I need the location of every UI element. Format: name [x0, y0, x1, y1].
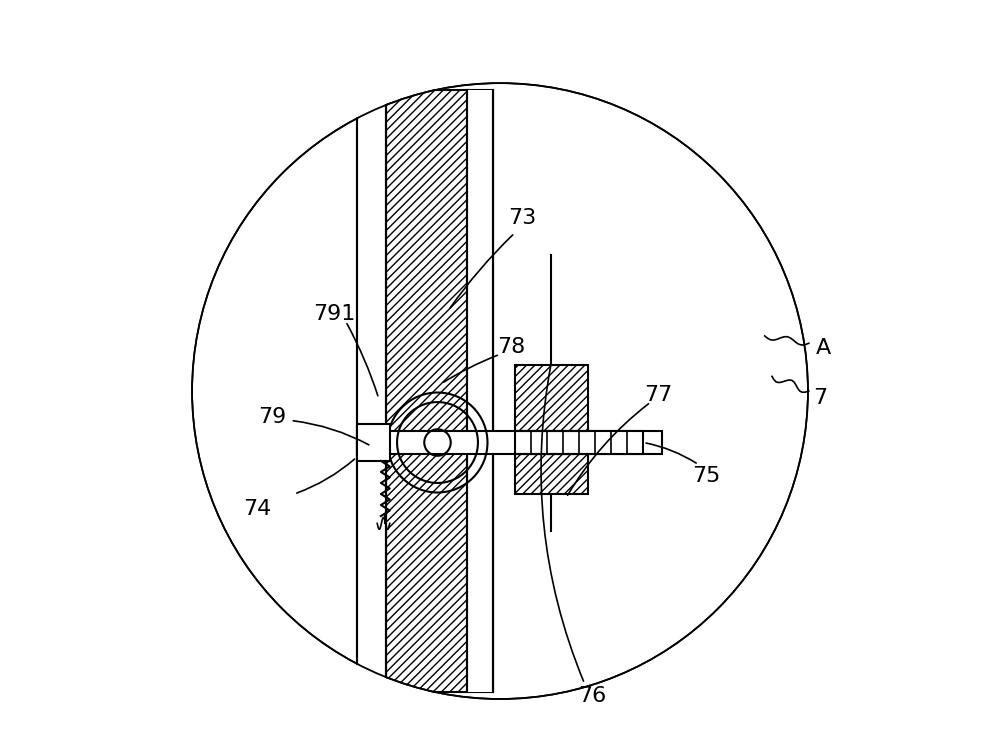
- Bar: [515, 365, 588, 432]
- Text: 74: 74: [243, 499, 272, 519]
- Text: 73: 73: [508, 208, 536, 228]
- Bar: [357, 89, 386, 692]
- Text: 78: 78: [497, 337, 525, 357]
- Bar: [515, 432, 643, 454]
- Text: 791: 791: [313, 304, 356, 324]
- Bar: [515, 454, 588, 494]
- Text: A: A: [816, 339, 831, 359]
- Text: 7: 7: [813, 388, 827, 408]
- Text: 76: 76: [578, 686, 606, 706]
- Bar: [386, 89, 493, 692]
- Text: 77: 77: [644, 384, 672, 404]
- Text: 79: 79: [258, 407, 286, 427]
- Bar: [467, 89, 493, 692]
- Bar: [357, 432, 662, 454]
- Bar: [357, 424, 390, 461]
- Text: 75: 75: [692, 466, 720, 486]
